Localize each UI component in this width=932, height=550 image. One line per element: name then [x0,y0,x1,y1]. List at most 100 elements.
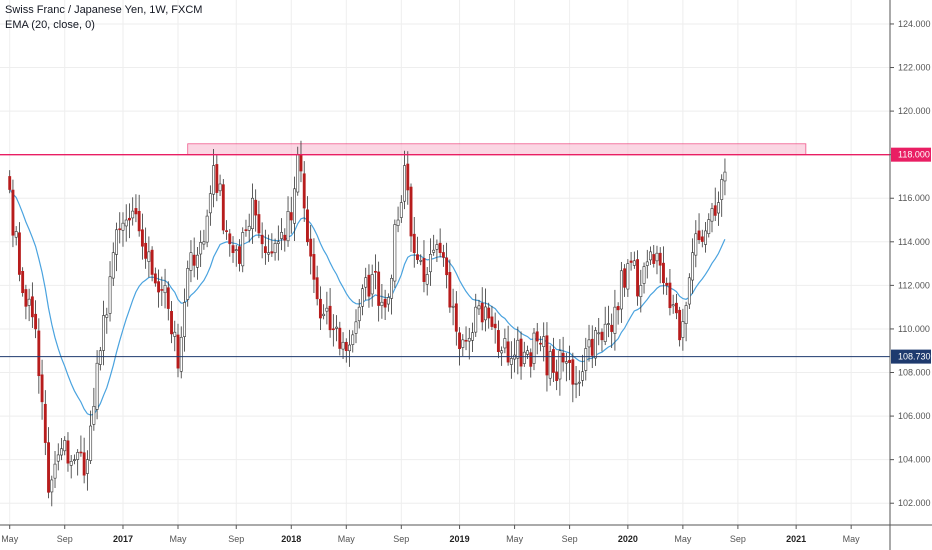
candle-up [655,252,659,262]
candle-down [480,302,484,323]
candle-up [267,252,271,255]
candle-up [234,249,238,251]
candle-down [555,371,559,381]
candle-down [674,302,678,314]
candle-down [700,236,704,242]
candle-down [40,374,44,403]
candle-up [691,252,695,281]
candle-up [542,336,546,347]
candle-up [393,224,397,282]
candle-down [535,331,539,342]
candle-down [610,324,614,332]
candle-down [416,254,419,260]
y-tick-label: 110.000 [898,324,930,334]
candle-up [522,351,526,364]
candle-up [380,301,384,306]
candle-up [361,288,364,307]
candle-up [399,202,403,218]
candle-down [192,254,196,266]
candle-up [425,274,429,285]
candle-down [600,331,604,341]
candle-up [173,331,177,337]
candle-up [429,254,432,273]
candle-down [231,245,235,253]
y-tick-label: 106.000 [898,411,931,421]
candle-up [218,183,222,192]
candle-down [283,234,287,241]
candle-up [649,251,652,261]
candle-up [205,215,209,243]
support-price-badge [891,349,931,364]
candle-up [509,358,513,365]
candle-up [720,179,724,200]
x-tick-label: 2019 [450,534,470,544]
candle-up [354,321,358,334]
candle-down [665,282,669,286]
time-axis-bg [0,525,932,550]
candle-up [163,285,167,294]
x-tick-label: May [674,534,692,544]
x-tick-label: Sep [730,534,746,544]
candle-up [273,243,277,254]
candle-up [681,321,685,338]
candle-up [461,339,465,348]
candle-up [645,261,649,266]
price-axis-bg [890,0,932,550]
candle-down [17,232,21,275]
x-tick-label: May [843,534,861,544]
candle-down [47,442,50,493]
candle-up [322,313,326,317]
candle-down [545,335,549,376]
candle-down [228,233,232,245]
candle-up [53,463,57,479]
candle-down [454,303,458,332]
candle-up [584,348,588,371]
candle-up [390,278,394,299]
y-tick-label: 112.000 [898,280,930,290]
candle-up [484,306,487,321]
candle-up [594,330,597,359]
candle-up [684,305,688,324]
support-price-badge-label: 108.730 [898,352,931,362]
candle-down [561,352,565,363]
candle-up [131,210,135,219]
candle-up [587,339,591,348]
candle-down [490,316,494,327]
candle-up [626,263,630,290]
candle-up [357,306,361,322]
y-tick-label: 122.000 [898,63,931,73]
candle-up [102,315,105,351]
candle-up [341,341,345,350]
candle-up [73,459,76,461]
candle-up [642,266,646,284]
x-tick-label: 2017 [113,534,133,544]
candle-up [500,350,504,354]
candle-down [260,234,264,245]
candle-down [244,229,248,231]
candle-up [396,219,400,226]
candle-down [176,334,180,369]
candle-down [636,259,639,297]
candle-up [208,193,212,214]
candle-up [63,440,67,452]
candle-down [34,313,38,330]
candle-down [315,277,319,300]
candle-up [717,202,720,214]
candle-down [571,359,575,385]
x-tick-label: Sep [57,534,73,544]
candle-down [82,452,86,476]
candle-down [157,281,161,293]
candle-up [335,326,339,329]
candle-up [27,298,31,306]
candle-down [328,305,332,331]
candle-up [108,276,112,314]
candle-down [21,271,25,294]
candle-down [118,228,122,231]
levels-layer [0,153,890,358]
candle-up [241,232,245,267]
candle-up [50,479,54,493]
candle-down [160,289,164,291]
candle-down [529,352,533,367]
candle-down [263,246,267,253]
